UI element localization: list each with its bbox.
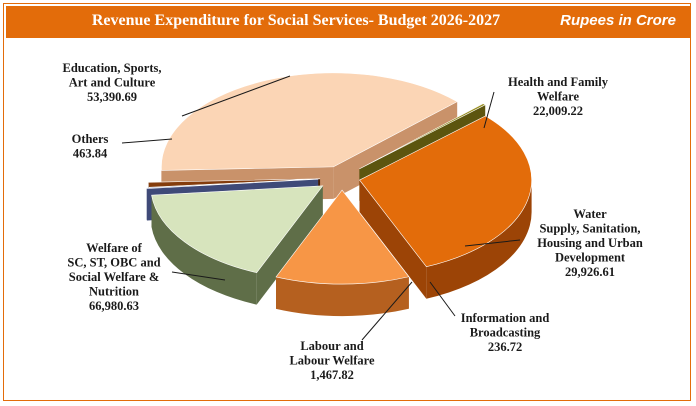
category-label-education: Art and Culture [69,76,156,90]
leader-line-labour [361,281,413,341]
value-label-labour: 1,467.82 [310,368,354,382]
leader-line-others [121,138,173,144]
value-label-information: 236.72 [488,340,522,354]
category-label-education: Education, Sports, [63,61,162,75]
slice-health [275,189,410,285]
category-label-information: Information and [461,311,550,325]
leader-line-welfare-sc-st [171,271,226,281]
category-label-water: Development [555,251,626,265]
chart-title: Revenue Expenditure for Social Services-… [91,12,501,29]
label-education: Education, Sports,Art and Culture53,390.… [63,61,291,117]
value-label-water: 29,926.61 [565,265,615,279]
category-label-welfare-sc-st: Social Welfare & [69,270,160,284]
category-label-water: Housing and Urban [537,236,643,250]
value-label-welfare-sc-st: 66,980.63 [89,299,139,313]
chart-header: Revenue Expenditure for Social Services-… [6,6,690,38]
category-label-labour: Labour and [300,339,363,353]
category-label-health: Health and Family [508,75,609,89]
leader-line-information [429,281,456,317]
category-label-health: Welfare [537,90,580,104]
slice-information [146,178,319,189]
leader-line-health [483,91,495,129]
value-label-others: 463.84 [73,147,108,161]
category-label-water: Water [573,207,607,221]
category-label-water: Supply, Sanitation, [539,222,640,236]
value-label-education: 53,390.69 [87,90,137,104]
slice-education [359,115,532,268]
category-label-welfare-sc-st: SC, ST, OBC and [67,256,160,270]
leader-line-education [181,75,291,117]
leader-line-water [464,239,521,247]
category-label-others: Others [72,132,109,146]
slice-labour [147,178,321,188]
category-label-welfare-sc-st: Nutrition [89,285,139,299]
slice-welfare-sc-st [161,72,458,171]
slice-water [151,185,324,273]
category-label-information: Broadcasting [470,326,541,340]
value-label-health: 22,009.22 [533,104,583,118]
unit-label: Rupees in Crore [560,12,676,29]
category-label-labour: Labour Welfare [289,354,375,368]
category-label-welfare-sc-st: Welfare of [86,241,142,255]
slice-others [359,103,486,170]
